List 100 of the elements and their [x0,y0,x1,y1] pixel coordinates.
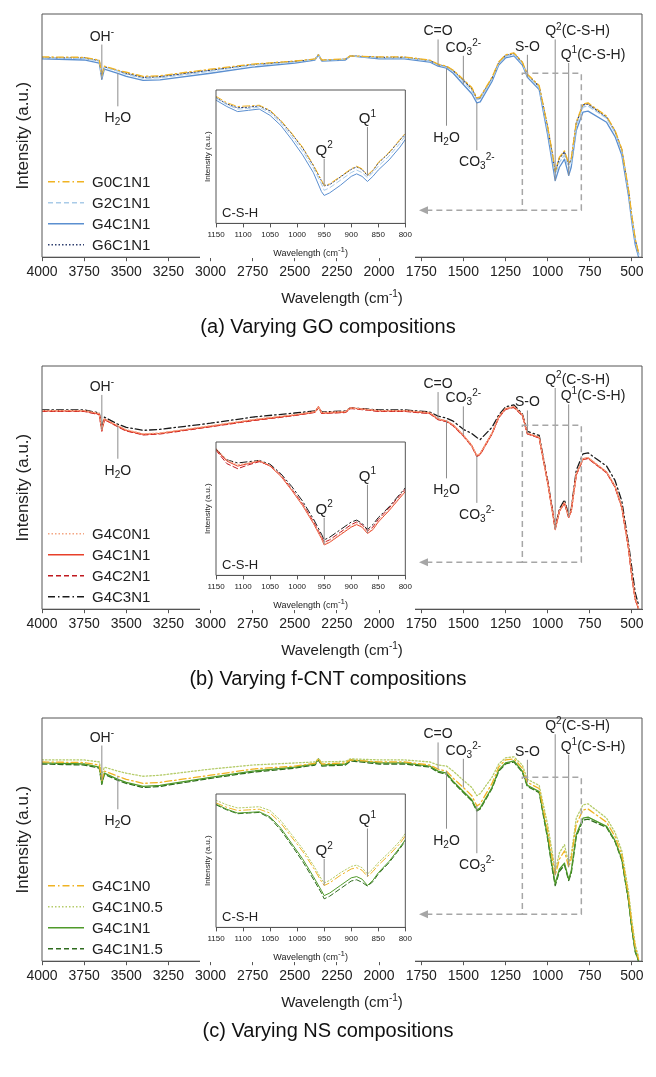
annotation: OH- [89,25,115,44]
x-tick-label: 1750 [405,967,437,984]
legend-label: G0C1N1 [92,172,151,190]
x-tick-label: 1150 [207,934,226,944]
x-tick-label: 2250 [321,263,353,280]
legend-label: G4C3N1 [92,587,151,605]
x-tick-label: 2000 [363,615,395,632]
x-tick-label: 4000 [26,615,58,632]
annotation: S-O [514,393,540,410]
x-tick-label: 1050 [261,230,280,240]
x-tick-label: 2250 [321,615,353,632]
x-tick-label: 1250 [489,967,522,984]
annotation: OH- [89,726,115,745]
legend-label: G4C1N0.5 [92,897,163,915]
x-tick-label: 500 [620,615,644,632]
x-tick-label: 750 [578,263,602,280]
annotation: C-S-H [222,909,259,925]
x-tick-label: 3250 [152,263,185,280]
x-tick-label: 3000 [194,967,227,984]
text: (a) Varying GO compositions [199,314,457,339]
x-tick-label: 2000 [363,263,395,280]
x-tick-label: 800 [398,230,413,240]
legend-label: G4C1N0 [92,876,151,894]
x-tick-label: 2000 [363,967,395,984]
x-tick-label: 1050 [261,582,280,592]
x-tick-label: 3000 [194,615,227,632]
x-tick-label: 1000 [288,230,307,240]
x-tick-label: 2750 [237,967,269,984]
x-tick-label: 1750 [405,615,437,632]
legend-label: G6C1N1 [92,235,151,253]
x-tick-label: 1050 [261,934,280,944]
x-tick-label: 1150 [207,230,226,240]
x-tick-label: 1750 [405,263,437,280]
x-tick-label: 1000 [288,934,307,944]
annotation: OH- [89,376,115,394]
x-tick-label: 1000 [532,615,564,632]
x-tick-label: 750 [578,615,602,632]
x-tick-label: 2500 [279,263,311,280]
annotation: S-O [514,37,540,54]
legend-label: G4C1N1 [92,545,151,563]
x-tick-label: 1500 [447,967,480,984]
x-tick-label: 950 [317,582,332,592]
x-tick-label: 1000 [288,582,307,592]
x-tick-label: 750 [578,967,602,984]
x-tick-label: 950 [317,230,332,240]
x-tick-label: 1250 [489,263,522,280]
x-tick-label: 1100 [234,934,253,944]
x-tick-label: 850 [371,934,386,944]
x-tick-label: 3000 [194,263,227,280]
legend-label: G4C1N1.5 [92,939,163,957]
x-tick-label: 1100 [234,582,253,592]
x-tick-label: 2750 [237,615,269,632]
x-tick-label: 1250 [489,615,522,632]
x-tick-label: 3500 [110,263,143,280]
y-axis-title: Intensity (a.u.) [203,483,212,535]
text: (c) Varying NS compositions [201,1018,455,1043]
text: (b) Varying f-CNT compositions [188,666,468,691]
x-tick-label: 4000 [26,263,58,280]
y-axis-title: Intensity (a.u.) [203,131,212,183]
legend-label: G4C2N1 [92,566,151,584]
x-tick-label: 1100 [234,230,253,240]
x-tick-label: 800 [398,934,413,944]
x-tick-label: 3500 [110,615,143,632]
x-tick-label: 3500 [110,967,143,984]
legend-label: G2C1N1 [92,193,151,211]
legend-label: G4C1N1 [92,918,151,936]
annotation: C=O [423,22,453,39]
x-tick-label: 3750 [68,615,100,632]
y-axis-title: Intensity (a.u.) [13,785,32,894]
y-axis-title: Intensity (a.u.) [13,81,32,190]
x-tick-label: 950 [317,934,332,944]
annotation: C-S-H [222,205,259,221]
x-tick-label: 900 [344,230,359,240]
x-tick-label: 500 [620,263,644,280]
annotation: C-S-H [222,557,259,573]
y-axis-title: Intensity (a.u.) [203,835,212,887]
x-tick-label: 3250 [152,967,185,984]
x-tick-label: 1500 [447,263,480,280]
x-tick-label: 3750 [68,263,100,280]
x-tick-label: 2250 [321,967,353,984]
x-tick-label: 2750 [237,263,269,280]
x-tick-label: 4000 [26,967,58,984]
legend-label: G4C1N1 [92,214,151,232]
x-tick-label: 1150 [207,582,226,592]
x-tick-label: 2500 [279,967,311,984]
y-axis-title: Intensity (a.u.) [13,433,32,542]
x-tick-label: 800 [398,582,413,592]
annotation: C=O [423,725,453,742]
x-tick-label: 900 [344,934,359,944]
annotation: C=O [423,375,453,392]
x-tick-label: 850 [371,582,386,592]
x-tick-label: 1500 [447,615,480,632]
x-tick-label: 1000 [532,967,564,984]
annotation: S-O [514,742,540,759]
legend-label: G4C0N1 [92,524,151,542]
x-tick-label: 500 [620,967,644,984]
x-tick-label: 850 [371,230,386,240]
x-tick-label: 3750 [68,967,100,984]
x-tick-label: 1000 [532,263,564,280]
x-tick-label: 3250 [152,615,185,632]
